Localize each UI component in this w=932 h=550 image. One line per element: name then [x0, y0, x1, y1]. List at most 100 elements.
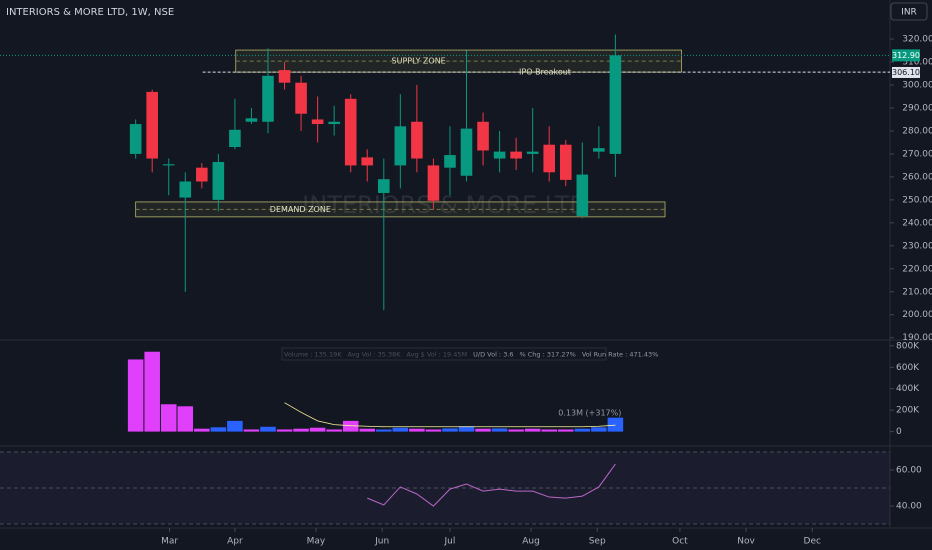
- volume-bar: [227, 420, 243, 432]
- rsi-line: [367, 463, 616, 507]
- volume-stat: U/D Vol : 3.6: [473, 351, 513, 359]
- x-tick-label: Jul: [444, 537, 456, 547]
- volume-bar: [177, 406, 194, 432]
- volume-bar: [210, 427, 227, 432]
- volume-bar: [342, 420, 359, 432]
- breakout-price-box: [892, 66, 920, 78]
- volume-stat: Avg Vol : 35.38K: [348, 351, 402, 359]
- candle-body: [311, 119, 324, 125]
- candle-body: [278, 70, 291, 83]
- candle-body: [394, 126, 407, 166]
- x-tick-label: Sep: [589, 537, 606, 547]
- y-tick-label: 200.00: [902, 310, 932, 320]
- y-tick-label: 320.00: [902, 35, 932, 45]
- y-tick-label: 290.00: [902, 103, 932, 113]
- volume-bar: [144, 351, 160, 432]
- candle-body: [229, 129, 241, 148]
- x-tick-label: Mar: [161, 537, 178, 547]
- volume-bar: [409, 428, 425, 432]
- y-tick-label: 300.00: [902, 81, 932, 91]
- candle-body: [609, 55, 622, 154]
- volume-bar: [607, 417, 624, 432]
- volume-bar: [458, 426, 475, 432]
- candle-body: [526, 151, 539, 154]
- x-tick-label: May: [307, 537, 326, 547]
- x-tick-label: Nov: [737, 537, 755, 547]
- chart-title: INTERIORS & MORE LTD, 1W, NSE: [6, 7, 174, 18]
- candle-body: [460, 128, 473, 176]
- y-tick-label: 280.00: [902, 126, 932, 136]
- y-tick-label: 310.00: [902, 58, 932, 68]
- zone-label: DEMAND ZONE: [270, 205, 331, 214]
- volume-bar: [541, 429, 557, 432]
- volume-stat: Avg $ Vol : 19.45M: [407, 351, 468, 359]
- volume-bar: [326, 429, 342, 432]
- candle-body: [559, 144, 572, 180]
- breakout-label: IPO Breakout: [519, 68, 571, 77]
- candle-body: [295, 82, 307, 114]
- volume-stat: Volume : 135.19K: [284, 351, 342, 359]
- volume-bar: [508, 429, 524, 432]
- candle-body: [245, 118, 258, 122]
- volume-bar: [276, 429, 293, 432]
- candle-body: [477, 121, 489, 151]
- rsi-tick-label: 60.00: [896, 466, 922, 476]
- candle-body: [344, 98, 357, 166]
- candle-body: [146, 91, 158, 159]
- volume-bar: [260, 426, 276, 432]
- y-tick-label: 230.00: [902, 241, 932, 251]
- currency-box: [890, 2, 928, 21]
- last-price-label: 312.90: [892, 51, 920, 60]
- candle-body: [328, 121, 340, 125]
- candle-body: [212, 161, 225, 200]
- candle-body: [378, 179, 390, 193]
- volume-bar: [442, 428, 458, 432]
- y-tick-label: 190.00: [902, 333, 932, 343]
- candle-body: [593, 148, 605, 152]
- volume-stat: % Chg : 317.27%: [520, 351, 576, 359]
- volume-stat: Vol Run Rate : 471.43%: [582, 351, 658, 359]
- candle-body: [262, 75, 274, 122]
- candle-body: [162, 164, 175, 166]
- x-tick-label: Aug: [522, 537, 540, 547]
- volume-bar: [574, 428, 591, 432]
- volume-bar: [591, 427, 607, 432]
- volume-bar: [194, 428, 210, 432]
- volume-bar: [243, 429, 260, 432]
- candle-body: [361, 157, 374, 166]
- x-tick-label: Oct: [672, 537, 688, 547]
- zone-label: SUPPLY ZONE: [392, 57, 446, 66]
- volume-bar: [160, 404, 177, 432]
- stats-box: [281, 347, 607, 361]
- y-tick-label: 240.00: [902, 218, 932, 228]
- volume-ma: [284, 402, 616, 428]
- volume-bar: [376, 429, 392, 432]
- y-tick-label: 250.00: [902, 195, 932, 205]
- y-tick-label: 260.00: [902, 172, 932, 182]
- candle-body: [196, 167, 208, 182]
- x-tick-label: Apr: [227, 537, 243, 547]
- volume-tick-label: 200K: [896, 406, 920, 416]
- x-tick-label: Dec: [804, 537, 821, 547]
- y-tick-label: 210.00: [902, 287, 932, 297]
- y-tick-label: 220.00: [902, 264, 932, 274]
- volume-tick-label: 600K: [896, 363, 920, 373]
- candle-body: [179, 181, 192, 198]
- last-price-box: [892, 49, 920, 62]
- candle-body: [444, 155, 456, 168]
- x-tick-label: Jun: [374, 537, 389, 547]
- candle-body: [411, 121, 423, 159]
- volume-bar: [524, 428, 541, 432]
- currency: INR: [901, 8, 917, 18]
- volume-tick-label: 800K: [896, 341, 920, 351]
- candle-body: [493, 151, 506, 159]
- candle-body: [427, 165, 440, 201]
- candle-body: [129, 124, 142, 154]
- candle-body: [576, 174, 589, 216]
- volume-bar: [309, 427, 326, 432]
- watermark: INTERIORS & MORE LTD: [302, 191, 588, 219]
- breakout-price-label: 306.10: [892, 68, 920, 77]
- volume-bar: [127, 359, 144, 432]
- volume-bar: [557, 429, 574, 432]
- volume-tick-label: 0: [896, 427, 902, 437]
